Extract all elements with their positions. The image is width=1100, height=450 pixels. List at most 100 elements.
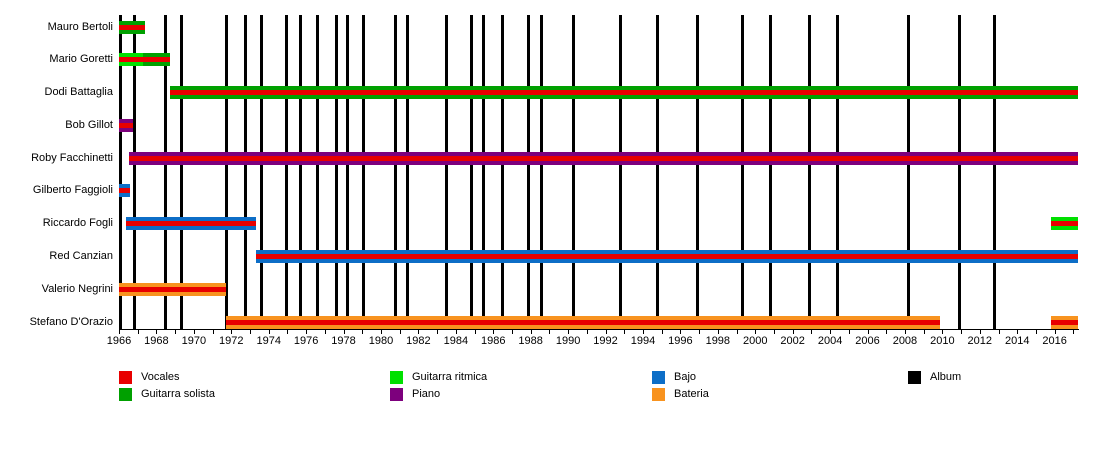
x-axis-tick bbox=[175, 329, 177, 334]
x-axis-tick bbox=[1054, 329, 1056, 334]
album-line bbox=[334, 15, 338, 329]
legend-swatch-solista bbox=[119, 388, 132, 401]
vocales-stripe bbox=[169, 90, 1079, 96]
x-axis-tick bbox=[119, 329, 120, 334]
album-line bbox=[133, 15, 137, 329]
vocales-stripe bbox=[143, 57, 170, 63]
member-label: Gilberto Faggioli bbox=[32, 184, 113, 197]
album-line bbox=[740, 15, 744, 329]
x-axis-tick bbox=[156, 329, 158, 334]
legend-label-ritmica: Guitarra ritmica bbox=[412, 371, 488, 383]
x-axis-tick bbox=[586, 329, 588, 334]
x-axis-year-label: 1966 bbox=[106, 335, 132, 347]
x-axis-tick bbox=[699, 329, 701, 334]
album-line bbox=[299, 15, 303, 329]
album-line bbox=[619, 15, 622, 329]
member-label: Stefano D'Orazio bbox=[29, 315, 113, 328]
x-axis-tick bbox=[661, 329, 663, 334]
member-label: Valerio Negrini bbox=[41, 282, 113, 295]
x-axis-tick bbox=[568, 329, 570, 334]
x-axis-year-label: 2008 bbox=[892, 335, 918, 347]
vocales-stripe bbox=[119, 188, 131, 194]
x-axis-year-label: 2000 bbox=[742, 335, 768, 347]
x-axis-year-label: 1978 bbox=[331, 335, 356, 347]
vocales-stripe bbox=[119, 286, 226, 292]
x-axis-year-label: 2010 bbox=[930, 335, 955, 347]
x-axis-tick bbox=[642, 329, 644, 334]
x-axis-tick bbox=[923, 329, 925, 334]
legend-label-album: Album bbox=[930, 371, 962, 383]
x-axis-tick bbox=[212, 329, 214, 334]
x-axis-year-label: 1992 bbox=[593, 335, 618, 347]
member-label: Dodi Battaglia bbox=[44, 86, 114, 99]
album-line bbox=[284, 15, 288, 329]
x-axis-year-label: 1980 bbox=[368, 335, 394, 347]
album-line bbox=[836, 15, 840, 329]
legend-label-piano: Piano bbox=[412, 388, 441, 400]
x-axis-tick bbox=[942, 329, 944, 334]
vocales-stripe bbox=[1050, 221, 1079, 227]
x-axis-tick bbox=[605, 329, 607, 334]
album-line bbox=[361, 15, 365, 329]
x-axis-tick bbox=[231, 329, 233, 334]
x-axis-tick bbox=[998, 329, 1000, 334]
timeline-bar-segment bbox=[169, 86, 1079, 100]
x-axis-tick bbox=[455, 329, 457, 334]
vocales-stripe bbox=[119, 122, 134, 128]
x-axis-year-label: 1988 bbox=[518, 335, 543, 347]
x-axis-tick bbox=[493, 329, 495, 334]
legend-swatch-piano bbox=[390, 388, 403, 401]
timeline-bar-segment bbox=[119, 20, 146, 34]
x-axis-tick bbox=[474, 329, 476, 334]
member-label: Mario Goretti bbox=[49, 53, 113, 66]
x-axis-year-label: 1976 bbox=[293, 335, 319, 347]
x-axis-tick bbox=[755, 329, 757, 334]
album-line bbox=[482, 15, 486, 329]
legend-swatch-album bbox=[908, 371, 921, 384]
x-axis-tick bbox=[268, 329, 270, 334]
timeline-bar-segment bbox=[129, 151, 1079, 165]
timeline-bar-segment bbox=[119, 282, 226, 296]
x-axis-year-label: 1998 bbox=[705, 335, 731, 347]
timeline-bar-segment bbox=[119, 53, 144, 67]
x-axis-tick bbox=[362, 329, 364, 334]
legend-swatch-bajo bbox=[652, 371, 665, 384]
member-label: Bob Gillot bbox=[65, 118, 113, 131]
x-axis-tick bbox=[380, 329, 382, 334]
album-line bbox=[164, 15, 168, 329]
x-axis-tick bbox=[530, 329, 532, 334]
x-axis-tick bbox=[137, 329, 139, 334]
x-axis-tick bbox=[1017, 329, 1019, 334]
x-axis-year-label: 1972 bbox=[219, 335, 244, 347]
x-axis-tick bbox=[773, 329, 775, 334]
x-axis-year-label: 1982 bbox=[406, 335, 431, 347]
album-line bbox=[993, 15, 997, 329]
album-line bbox=[470, 15, 474, 329]
x-axis-year-label: 2004 bbox=[817, 335, 843, 347]
x-axis-tick bbox=[343, 329, 345, 334]
album-line bbox=[501, 15, 505, 329]
x-axis-tick bbox=[736, 329, 738, 334]
x-axis-tick bbox=[848, 329, 850, 334]
timeline-bar-segment bbox=[225, 315, 941, 329]
vocales-stripe bbox=[129, 155, 1079, 161]
x-axis-tick bbox=[249, 329, 251, 334]
x-axis-tick bbox=[830, 329, 832, 334]
album-line bbox=[119, 15, 123, 329]
vocales-stripe bbox=[225, 319, 941, 325]
x-axis-year-label: 2012 bbox=[967, 335, 993, 347]
album-line bbox=[345, 15, 349, 329]
x-axis-tick bbox=[886, 329, 888, 334]
x-axis-year-label: 1984 bbox=[443, 335, 469, 347]
vocales-stripe bbox=[1050, 319, 1079, 325]
timeline-bar-segment bbox=[125, 217, 256, 231]
album-line bbox=[259, 15, 263, 329]
timeline-bar-segment bbox=[1050, 217, 1079, 231]
x-axis-year-label: 1974 bbox=[256, 335, 281, 347]
x-axis-year-label: 1986 bbox=[481, 335, 506, 347]
x-axis-tick bbox=[961, 329, 963, 334]
member-label: Riccardo Fogli bbox=[42, 217, 113, 230]
x-axis-tick bbox=[1073, 329, 1075, 334]
member-label: Roby Facchinetti bbox=[31, 151, 113, 164]
timeline-bar-segment bbox=[1050, 315, 1079, 329]
